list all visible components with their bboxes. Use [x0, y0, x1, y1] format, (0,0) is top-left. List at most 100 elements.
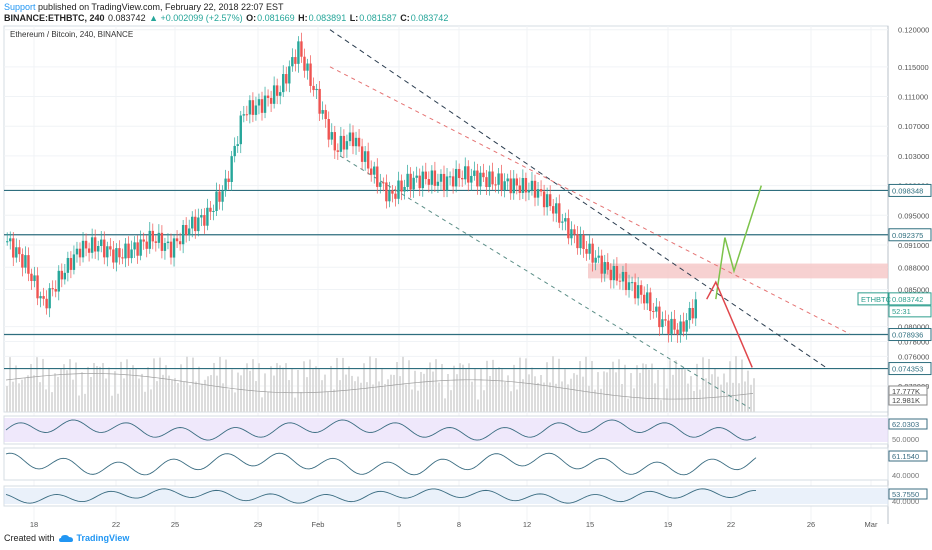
volume-bar [177, 383, 179, 412]
y-tick-label: 0.085000 [898, 286, 929, 295]
volume-bar [615, 372, 617, 412]
price-tag-label: 0.078936 [892, 331, 923, 340]
volume-bar [561, 381, 563, 412]
volume-bar [108, 367, 110, 412]
volume-tag-label: 17.777K [892, 387, 920, 396]
open-label: O: [246, 13, 257, 23]
volume-bar [630, 373, 632, 412]
candle-body [451, 176, 455, 187]
candle-body [36, 275, 39, 299]
candle-body [257, 99, 261, 106]
volume-bar [357, 376, 359, 412]
candle-body [81, 240, 85, 258]
volume-bar [393, 374, 395, 412]
volume-bar [420, 371, 422, 412]
candle-body [194, 216, 197, 232]
volume-bar [72, 379, 74, 412]
candle-body [248, 100, 252, 115]
candle-body [297, 41, 300, 64]
volume-bar [39, 382, 41, 412]
volume-bar [654, 383, 656, 412]
volume-bar [252, 359, 254, 412]
volume-bar [24, 377, 26, 412]
volume-bar [342, 357, 344, 412]
candle-body [154, 241, 158, 243]
candle-body [166, 241, 170, 244]
volume-bar [159, 357, 161, 412]
candle-body [488, 171, 491, 188]
volume-bar [42, 358, 44, 412]
candle-body [345, 141, 349, 150]
volume-bar [657, 369, 659, 412]
volume-bar [495, 368, 497, 412]
candle-body [175, 238, 179, 242]
volume-bar [9, 357, 11, 412]
candle-body [382, 182, 385, 184]
candle-body [327, 119, 330, 140]
candle-body [609, 269, 613, 281]
candle-body [515, 178, 518, 186]
volume-bar [732, 382, 734, 412]
candle-body [60, 270, 63, 280]
candle-body [184, 225, 188, 236]
y-tick-label: 0.103000 [898, 152, 929, 161]
volume-bar [684, 369, 686, 412]
candle-body [221, 191, 224, 202]
volume-bar [183, 381, 185, 412]
volume-bar [165, 365, 167, 412]
candle-body [48, 288, 51, 309]
candle-body [433, 170, 437, 186]
volume-bar [150, 389, 152, 412]
candle-body [530, 180, 534, 191]
y-tick-label: 0.107000 [898, 122, 929, 131]
price-chart[interactable]: 18 22 25 29 Feb 5 8 12 15 19 22 26 Mar 0.120000 0.1150… [0, 24, 932, 530]
candle-body [606, 262, 609, 270]
volume-bar [339, 380, 341, 412]
candle-body [385, 182, 388, 202]
volume-bar [138, 378, 140, 412]
volume-bar [450, 390, 452, 412]
candle-body [151, 230, 154, 242]
author-link[interactable]: Support [4, 2, 36, 12]
volume-bar [27, 375, 29, 412]
volume-bar [81, 372, 83, 412]
candle-body [421, 171, 424, 189]
volume-bar [462, 364, 464, 412]
ohlc-line: BINANCE:ETHBTC, 240 0.083742 ▲ +0.002099… [4, 13, 449, 24]
volume-bar [753, 378, 755, 412]
candle-body [661, 319, 664, 328]
candle-body [691, 307, 694, 319]
candle-body [112, 249, 115, 263]
volume-bar [48, 368, 50, 412]
candle-body [351, 132, 355, 147]
volume-bar [207, 376, 209, 412]
candle-body [591, 243, 594, 263]
volume-bar [228, 389, 230, 412]
footer: Created with TradingView [4, 533, 129, 543]
volume-bar [300, 391, 302, 412]
candle-body [263, 95, 267, 113]
candle-body [585, 249, 588, 254]
candle-body [579, 234, 582, 249]
y-tick-label: 0.095000 [898, 211, 929, 220]
volume-bar [129, 369, 131, 412]
x-tick-label: 15 [586, 520, 594, 529]
volume-bar [120, 361, 122, 412]
candle-body [482, 172, 485, 178]
candle-body [427, 179, 431, 185]
volume-bar [198, 366, 200, 412]
volume-bar [510, 391, 512, 412]
y-tick-label: 0.088000 [898, 263, 929, 272]
volume-ma-line [5, 373, 754, 400]
candle-body [200, 215, 203, 218]
tradingview-brand[interactable]: TradingView [76, 533, 130, 543]
candle-body [512, 178, 515, 194]
candle-body [555, 203, 558, 214]
volume-bar [699, 389, 701, 412]
low-value: 0.081587 [359, 13, 397, 23]
volume-bar [525, 358, 527, 412]
candle-body [266, 95, 270, 98]
price-tag-box [888, 362, 932, 376]
volume-bar [249, 370, 251, 412]
volume-bar [573, 373, 575, 412]
